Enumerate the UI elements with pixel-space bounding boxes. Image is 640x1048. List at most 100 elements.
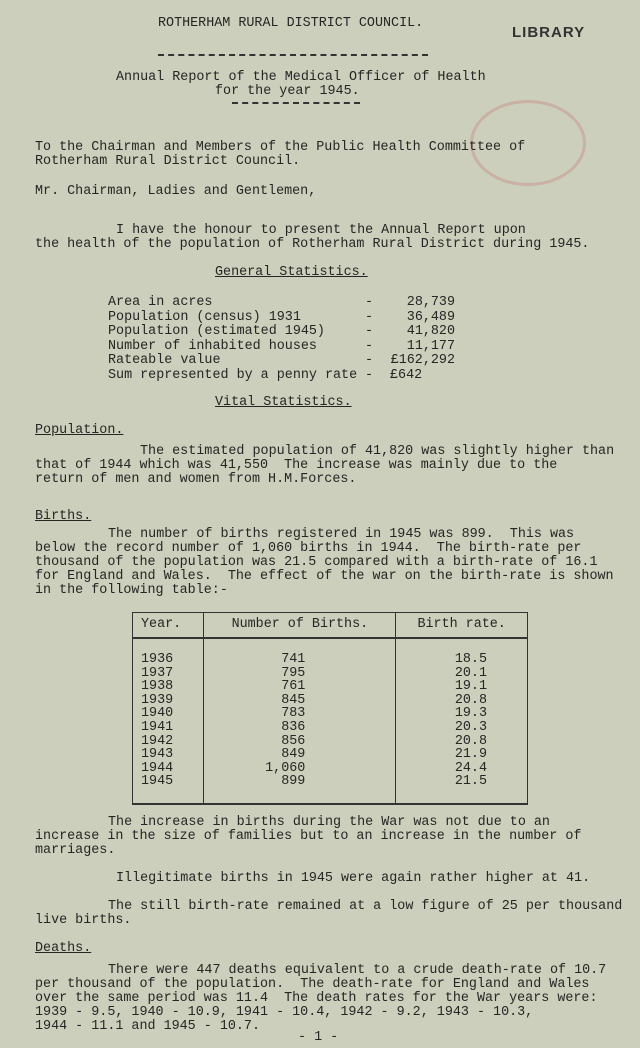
vital-statistics-heading: Vital Statistics. <box>215 395 352 410</box>
table-cell: 761 <box>203 680 397 694</box>
table-row: 1940 783 19.3 <box>131 707 528 721</box>
births-heading: Births. <box>35 509 92 524</box>
table-cell: 849 <box>203 748 397 762</box>
paragraph-line: return of men and women from H.M.Forces. <box>35 472 357 487</box>
table-cell: 19.1 <box>395 680 528 694</box>
table-cell: 1,060 <box>203 762 397 776</box>
table-row: 1938 761 19.1 <box>131 680 528 694</box>
table-cell: 1939 <box>131 694 205 708</box>
stat-dash: - <box>365 309 374 325</box>
paragraph-line: that of 1944 which was 41,550 The increa… <box>35 458 558 473</box>
stat-dash: - <box>365 368 374 383</box>
council-header: ROTHERHAM RURAL DISTRICT COUNCIL. <box>158 16 424 31</box>
paragraph-line: for England and Wales. The effect of the… <box>35 569 614 584</box>
table-cell: 1945 <box>131 775 205 805</box>
stat-value: 11,177 <box>406 338 455 354</box>
table-cell: 21.9 <box>395 748 528 762</box>
paragraph-line: live births. <box>35 913 132 928</box>
table-row: 1942 856 20.8 <box>131 734 528 749</box>
intro-line: the health of the population of Rotherha… <box>35 237 590 252</box>
table-cell: 1941 <box>131 721 205 735</box>
table-cell: 21.5 <box>395 775 528 805</box>
salutation: Mr. Chairman, Ladies and Gentlemen, <box>35 184 317 199</box>
table-row: 1941 836 20.3 <box>131 721 528 735</box>
illegitimate-births-text: Illegitimate births in 1945 were again r… <box>116 871 591 886</box>
table-row: 1943 849 21.9 <box>131 748 528 762</box>
stat-dash: - <box>365 338 374 354</box>
table-cell: 1937 <box>131 666 205 681</box>
stat-value: 28,739 <box>406 295 455 310</box>
paragraph-line: below the record number of 1,060 births … <box>35 541 582 556</box>
table-cell: 1943 <box>131 748 205 762</box>
paragraph-line: in the following table:- <box>35 583 228 598</box>
table-cell: 20.8 <box>395 734 528 749</box>
table-cell: 899 <box>203 775 397 805</box>
report-subtitle: for the year 1945. <box>215 84 360 99</box>
paragraph-line: There were 447 deaths equivalent to a cr… <box>108 963 607 978</box>
stat-dash: - <box>365 295 374 310</box>
births-table: Year. Number of Births. Birth rate. 1936… <box>131 612 528 805</box>
table-cell: 1936 <box>131 638 205 667</box>
stat-label: Sum represented by a penny rate <box>108 368 358 383</box>
paragraph-line: 1939 - 9.5, 1940 - 10.9, 1941 - 10.4, 19… <box>35 1005 534 1020</box>
stat-value: £642 <box>390 368 423 383</box>
library-stamp: LIBRARY <box>512 24 586 41</box>
table-cell: 20.3 <box>395 721 528 735</box>
paragraph-line: The number of births registered in 1945 … <box>108 527 575 542</box>
stat-label: Population (census) 1931 <box>108 309 301 325</box>
table-cell: 783 <box>203 707 397 721</box>
table-row: 1939 845 20.8 <box>131 694 528 708</box>
table-row: 1937 795 20.1 <box>131 666 528 681</box>
report-title: Annual Report of the Medical Officer of … <box>116 70 486 85</box>
column-header-births: Number of Births. <box>203 612 397 639</box>
library-stamp-mark <box>470 100 586 186</box>
column-header-rate: Birth rate. <box>395 612 528 639</box>
paragraph-line: increase in the size of families but to … <box>35 829 582 844</box>
table-cell: 845 <box>203 694 397 708</box>
table-cell: 24.4 <box>395 762 528 776</box>
table-cell: 1942 <box>131 734 205 749</box>
intro-line: I have the honour to present the Annual … <box>116 223 526 238</box>
table-cell: 795 <box>203 666 397 681</box>
stat-value: £162,292 <box>390 353 455 369</box>
table-row: 1936 741 18.5 <box>131 638 528 667</box>
table-cell: 836 <box>203 721 397 735</box>
stat-value: 41,820 <box>406 324 455 340</box>
paragraph-line: The estimated population of 41,820 was s… <box>140 444 615 459</box>
table-row: 1945 899 21.5 <box>131 775 528 805</box>
paragraph-line: per thousand of the population. The deat… <box>35 977 590 992</box>
table-row: 1944 1,060 24.4 <box>131 762 528 776</box>
paragraph-line: The still birth-rate remained at a low f… <box>108 899 623 914</box>
stat-dash: - <box>365 324 374 340</box>
table-cell: 18.5 <box>395 638 528 667</box>
table-cell: 1944 <box>131 762 205 776</box>
column-header-year: Year. <box>131 612 205 639</box>
table-cell: 741 <box>203 638 397 667</box>
general-statistics-heading: General Statistics. <box>215 265 368 280</box>
table-cell: 20.8 <box>395 694 528 708</box>
address-line: Rotherham Rural District Council. <box>35 154 301 169</box>
paragraph-line: marriages. <box>35 843 116 858</box>
paragraph-line: 1944 - 11.1 and 1945 - 10.7. <box>35 1019 260 1034</box>
stat-dash: - <box>365 353 374 369</box>
page-number: - 1 - <box>298 1030 339 1045</box>
paragraph-line: The increase in births during the War wa… <box>108 815 550 830</box>
address-line: To the Chairman and Members of the Publi… <box>35 140 526 155</box>
paragraph-line: thousand of the population was 21.5 comp… <box>35 555 598 570</box>
deaths-heading: Deaths. <box>35 941 92 956</box>
table-cell: 19.3 <box>395 707 528 721</box>
table-cell: 20.1 <box>395 666 528 681</box>
table-cell: 1938 <box>131 680 205 694</box>
stat-label: Population (estimated 1945) <box>108 324 325 340</box>
table-cell: 856 <box>203 734 397 749</box>
population-heading: Population. <box>35 423 124 438</box>
stat-label: Number of inhabited houses <box>108 338 317 354</box>
paragraph-line: over the same period was 11.4 The death … <box>35 991 598 1006</box>
divider <box>158 54 428 56</box>
stat-label: Rateable value <box>108 353 221 369</box>
stat-label: Area in acres <box>108 295 213 310</box>
table-cell: 1940 <box>131 707 205 721</box>
stat-value: 36,489 <box>406 309 455 325</box>
divider <box>232 102 360 104</box>
